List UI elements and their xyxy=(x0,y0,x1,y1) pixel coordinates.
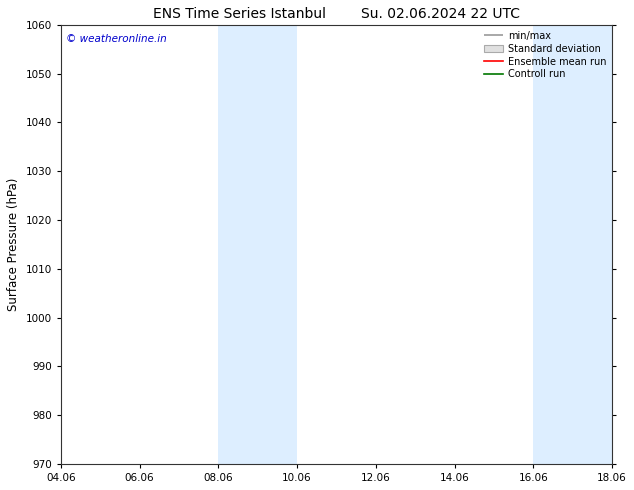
Y-axis label: Surface Pressure (hPa): Surface Pressure (hPa) xyxy=(7,178,20,311)
Title: ENS Time Series Istanbul        Su. 02.06.2024 22 UTC: ENS Time Series Istanbul Su. 02.06.2024 … xyxy=(153,7,520,21)
Bar xyxy=(218,25,297,464)
Legend: min/max, Standard deviation, Ensemble mean run, Controll run: min/max, Standard deviation, Ensemble me… xyxy=(480,27,611,83)
Bar xyxy=(533,25,612,464)
Text: © weatheronline.in: © weatheronline.in xyxy=(67,34,167,44)
